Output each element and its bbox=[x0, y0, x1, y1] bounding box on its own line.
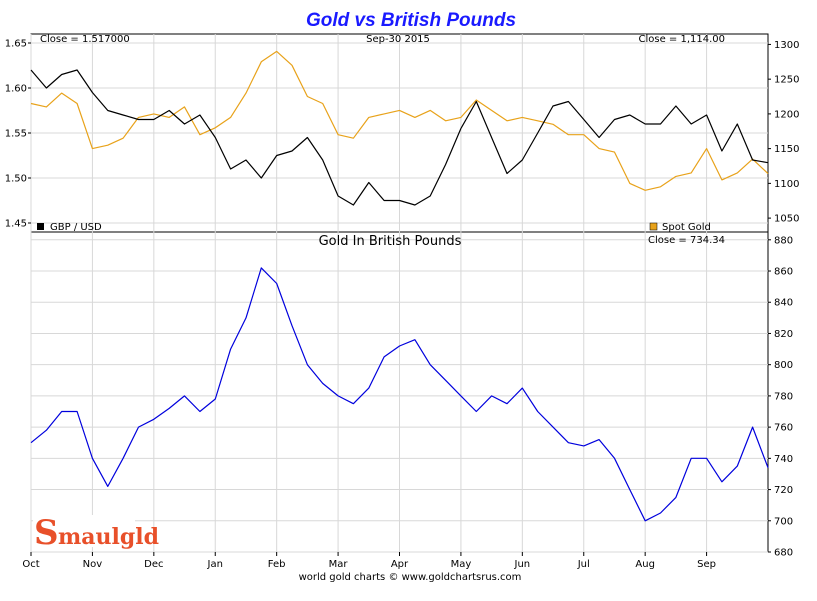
x-tick-label: Apr bbox=[391, 559, 409, 570]
logo-initial: S bbox=[34, 513, 59, 553]
x-axis-ticks: Oct Nov Dec Jan Feb Mar Apr May Jun Jul Aug Sep bbox=[22, 552, 716, 570]
right-tick-label-bottom: 800 bbox=[774, 360, 793, 371]
right-tick-label-top: 1100 bbox=[774, 179, 799, 190]
left-tick-label: 1.45 bbox=[5, 219, 27, 230]
legend-swatch-gold bbox=[649, 222, 658, 231]
x-tick-label: Jun bbox=[514, 559, 531, 570]
legend-swatch-gbp bbox=[37, 223, 44, 230]
right-axis-ticks-top: 1300 1250 1200 1150 1100 1050 bbox=[768, 40, 799, 225]
right-tick-label-top: 1150 bbox=[774, 144, 799, 155]
left-tick-label: 1.50 bbox=[5, 174, 27, 185]
left-tick-label: 1.60 bbox=[5, 84, 27, 95]
right-tick-label-bottom: 880 bbox=[774, 235, 793, 246]
left-tick-label: 1.55 bbox=[5, 129, 27, 140]
right-tick-label-bottom: 720 bbox=[774, 485, 793, 496]
left-tick-label: 1.65 bbox=[5, 39, 27, 50]
right-tick-label-bottom: 740 bbox=[774, 454, 793, 465]
footer-credit: world gold charts © www.goldchartsrus.co… bbox=[299, 572, 522, 583]
right-tick-label-bottom: 760 bbox=[774, 423, 793, 434]
bottom-panel-title: Gold In British Pounds bbox=[319, 234, 462, 249]
x-tick-label: Jan bbox=[207, 559, 223, 570]
right-tick-label-top: 1250 bbox=[774, 75, 799, 86]
x-tick-label: Sep bbox=[697, 559, 716, 570]
series-line-spot-gold bbox=[30, 50, 769, 191]
x-tick-label: May bbox=[451, 559, 472, 570]
gbp-close-label: Close = 1.517000 bbox=[40, 34, 130, 45]
x-tick-label: Jul bbox=[577, 559, 590, 570]
right-tick-label-bottom: 820 bbox=[774, 329, 793, 340]
left-axis-ticks: 1.65 1.60 1.55 1.50 1.45 bbox=[5, 39, 31, 230]
logo-rest: maulgld bbox=[58, 524, 159, 550]
right-tick-label-top: 1050 bbox=[774, 214, 799, 225]
gold-close-label: Close = 1,114.00 bbox=[638, 34, 725, 45]
right-tick-label-bottom: 840 bbox=[774, 298, 793, 309]
top-series bbox=[30, 50, 769, 206]
x-tick-label: Oct bbox=[22, 559, 39, 570]
date-label: Sep-30 2015 bbox=[366, 34, 430, 45]
right-tick-label-top: 1300 bbox=[774, 40, 799, 51]
bottom-series bbox=[30, 267, 769, 522]
x-tick-label: Aug bbox=[635, 559, 655, 570]
series-line-gold-gbp bbox=[30, 267, 769, 522]
x-tick-label: Mar bbox=[329, 559, 349, 570]
legend-label-gold: Spot Gold bbox=[662, 222, 711, 233]
legend-label-gbp: GBP / USD bbox=[50, 222, 102, 233]
series-line-gbp-usd bbox=[30, 69, 769, 206]
x-tick-label: Dec bbox=[144, 559, 163, 570]
bottom-grid bbox=[30, 232, 768, 553]
smaulgld-logo: S maulgld bbox=[33, 513, 159, 553]
right-tick-label-top: 1200 bbox=[774, 109, 799, 120]
right-tick-label-bottom: 780 bbox=[774, 391, 793, 402]
chart-title: Gold vs British Pounds bbox=[306, 10, 516, 31]
x-tick-label: Nov bbox=[83, 559, 103, 570]
gbp-gold-close-label: Close = 734.34 bbox=[648, 235, 725, 246]
right-axis-ticks-bottom: 880 860 840 820 800 780 760 740 720 700 680 bbox=[768, 235, 793, 559]
x-tick-label: Feb bbox=[268, 559, 286, 570]
right-tick-label-bottom: 860 bbox=[774, 267, 793, 278]
right-tick-label-bottom: 680 bbox=[774, 548, 793, 559]
right-tick-label-bottom: 700 bbox=[774, 516, 793, 527]
top-grid bbox=[30, 34, 768, 232]
